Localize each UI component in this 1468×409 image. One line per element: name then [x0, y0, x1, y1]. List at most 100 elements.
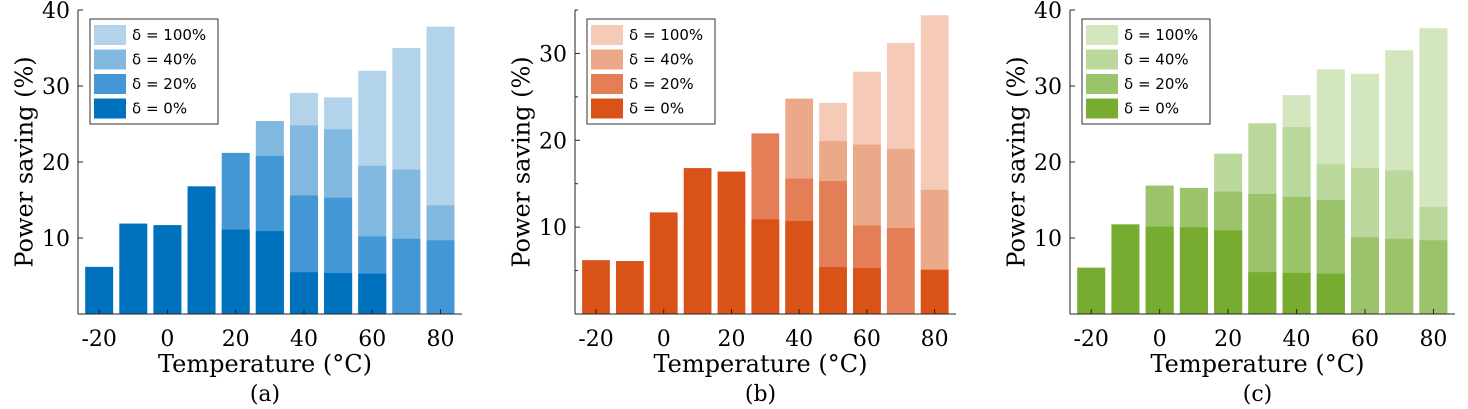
- legend-entry: δ = 100%: [132, 26, 206, 44]
- legend: δ = 100% δ = 40% δ = 20% δ = 0%: [89, 18, 219, 125]
- x-tick-label: 40: [1283, 327, 1311, 352]
- bars: [85, 26, 455, 315]
- legend-entry: δ = 0%: [629, 100, 684, 118]
- bar-series-4-x-40: [1282, 272, 1311, 314]
- y-tick-label: 10: [539, 216, 567, 241]
- bar-series-4-x-30: [255, 231, 284, 314]
- bar-series-4-x-30: [751, 219, 780, 314]
- legend-swatch: [94, 49, 126, 70]
- y-tick-label: 20: [1034, 151, 1062, 176]
- y-tick-label: 30: [42, 75, 70, 100]
- legend-swatch: [591, 74, 623, 94]
- panel-caption: (c): [1243, 382, 1273, 407]
- bar-series-4-x-40: [289, 272, 318, 314]
- chart-panel-3: 10 20 30 40 -20 0 20 40 60 80 Temperature (°C) Powe…: [1002, 0, 1455, 407]
- x-tick-label: 80: [1419, 327, 1447, 352]
- legend-entry: δ = 0%: [132, 100, 187, 118]
- y-axis-label: Power saving (%): [1002, 56, 1030, 267]
- bar-series-4-x--20: [85, 266, 114, 314]
- y-tick-label: 30: [1034, 75, 1062, 100]
- bar-series-3-x-70: [392, 238, 421, 314]
- bar-series-4-x-60: [358, 273, 387, 314]
- bar-series-4-x--20: [582, 260, 610, 314]
- x-tick-label: 80: [921, 327, 949, 352]
- y-axis-label: Power saving (%): [507, 56, 535, 267]
- x-tick-label: 40: [785, 327, 813, 352]
- legend-entry: δ = 20%: [629, 75, 694, 93]
- bar-series-4-x--20: [1077, 267, 1106, 314]
- legend: δ = 100% δ = 40% δ = 20% δ = 0%: [1081, 18, 1211, 125]
- y-tick-label: 40: [1034, 0, 1062, 24]
- bar-series-3-x-80: [1419, 240, 1448, 314]
- legend-swatch: [1086, 98, 1118, 119]
- x-tick-label: -20: [81, 327, 116, 352]
- legend-entry: δ = 20%: [1124, 75, 1189, 93]
- x-tick-label: 0: [1153, 327, 1167, 352]
- y-tick-label: 10: [42, 227, 70, 252]
- x-tick-label: 0: [657, 327, 671, 352]
- bar-series-4-x-80: [920, 269, 949, 314]
- bar-series-3-x-70: [886, 228, 915, 314]
- panel-caption: (b): [745, 382, 776, 407]
- x-tick-label: -20: [1073, 327, 1108, 352]
- legend-swatch: [591, 98, 623, 119]
- panel-caption: (a): [250, 382, 280, 407]
- bar-series-4-x-50: [324, 272, 353, 314]
- x-tick-label: 20: [1214, 327, 1242, 352]
- bars: [1077, 28, 1448, 315]
- bar-series-4-x-40: [785, 221, 814, 314]
- legend-swatch: [94, 74, 126, 94]
- x-tick-label: 60: [358, 327, 386, 352]
- x-tick-label: 80: [426, 327, 454, 352]
- bar-series-4-x-60: [853, 267, 881, 314]
- x-tick-label: 20: [222, 327, 250, 352]
- bar-series-4-x-0: [1145, 226, 1174, 314]
- legend-swatch: [1086, 25, 1118, 45]
- legend-entry: δ = 40%: [1124, 51, 1189, 69]
- bar-series-4-x-10: [187, 186, 216, 314]
- y-tick-label: 30: [539, 42, 567, 67]
- y-tick-label: 40: [42, 0, 70, 24]
- legend-swatch: [591, 49, 623, 70]
- bar-series-4-x-20: [1214, 230, 1243, 314]
- bar-series-3-x-60: [1350, 237, 1380, 314]
- chart-panel-1: 10 20 30 40 -20 0 20 40 60 80 Temperature (°C) Powe…: [10, 0, 462, 407]
- legend-entry: δ = 0%: [1124, 100, 1179, 118]
- x-tick-label: -20: [578, 327, 613, 352]
- legend-swatch: [1086, 49, 1118, 70]
- legend-swatch: [94, 98, 126, 119]
- y-tick-label: 20: [42, 151, 70, 176]
- legend: δ = 100% δ = 40% δ = 20% δ = 0%: [586, 18, 716, 125]
- legend-entry: δ = 40%: [629, 51, 694, 69]
- bar-series-4-x--10: [1111, 224, 1140, 314]
- x-axis-label: Temperature (°C): [158, 350, 372, 378]
- x-tick-label: 60: [853, 327, 881, 352]
- bar-series-4-x-20: [717, 171, 746, 314]
- x-axis-label: Temperature (°C): [654, 350, 868, 378]
- x-tick-label: 40: [290, 327, 318, 352]
- chart-panel-2: 10 20 30 -20 0 20 40 60 80 Temperature (°C) Power …: [507, 9, 956, 407]
- bar-series-4-x-10: [1179, 227, 1208, 314]
- bars: [582, 15, 949, 315]
- bar-series-4-x-0: [649, 212, 678, 314]
- bar-series-4-x-30: [1248, 272, 1277, 314]
- legend-swatch: [1086, 74, 1118, 94]
- x-tick-label: 60: [1351, 327, 1379, 352]
- bar-series-4-x-50: [819, 267, 847, 314]
- y-axis-label: Power saving (%): [10, 56, 38, 267]
- legend-swatch: [591, 25, 623, 45]
- legend-entry: δ = 100%: [1124, 26, 1198, 44]
- x-tick-label: 20: [717, 327, 745, 352]
- y-tick-label: 10: [1034, 227, 1062, 252]
- bar-series-4-x--10: [119, 223, 148, 314]
- bar-series-4-x-0: [153, 225, 182, 314]
- bar-series-4-x-50: [1316, 273, 1345, 314]
- bar-series-3-x-80: [426, 240, 455, 314]
- legend-swatch: [94, 25, 126, 45]
- legend-entry: δ = 40%: [132, 51, 197, 69]
- bar-series-4-x-20: [221, 229, 250, 314]
- bar-series-3-x-70: [1385, 238, 1414, 314]
- x-axis-label: Temperature (°C): [1151, 350, 1365, 378]
- x-tick-label: 0: [160, 327, 174, 352]
